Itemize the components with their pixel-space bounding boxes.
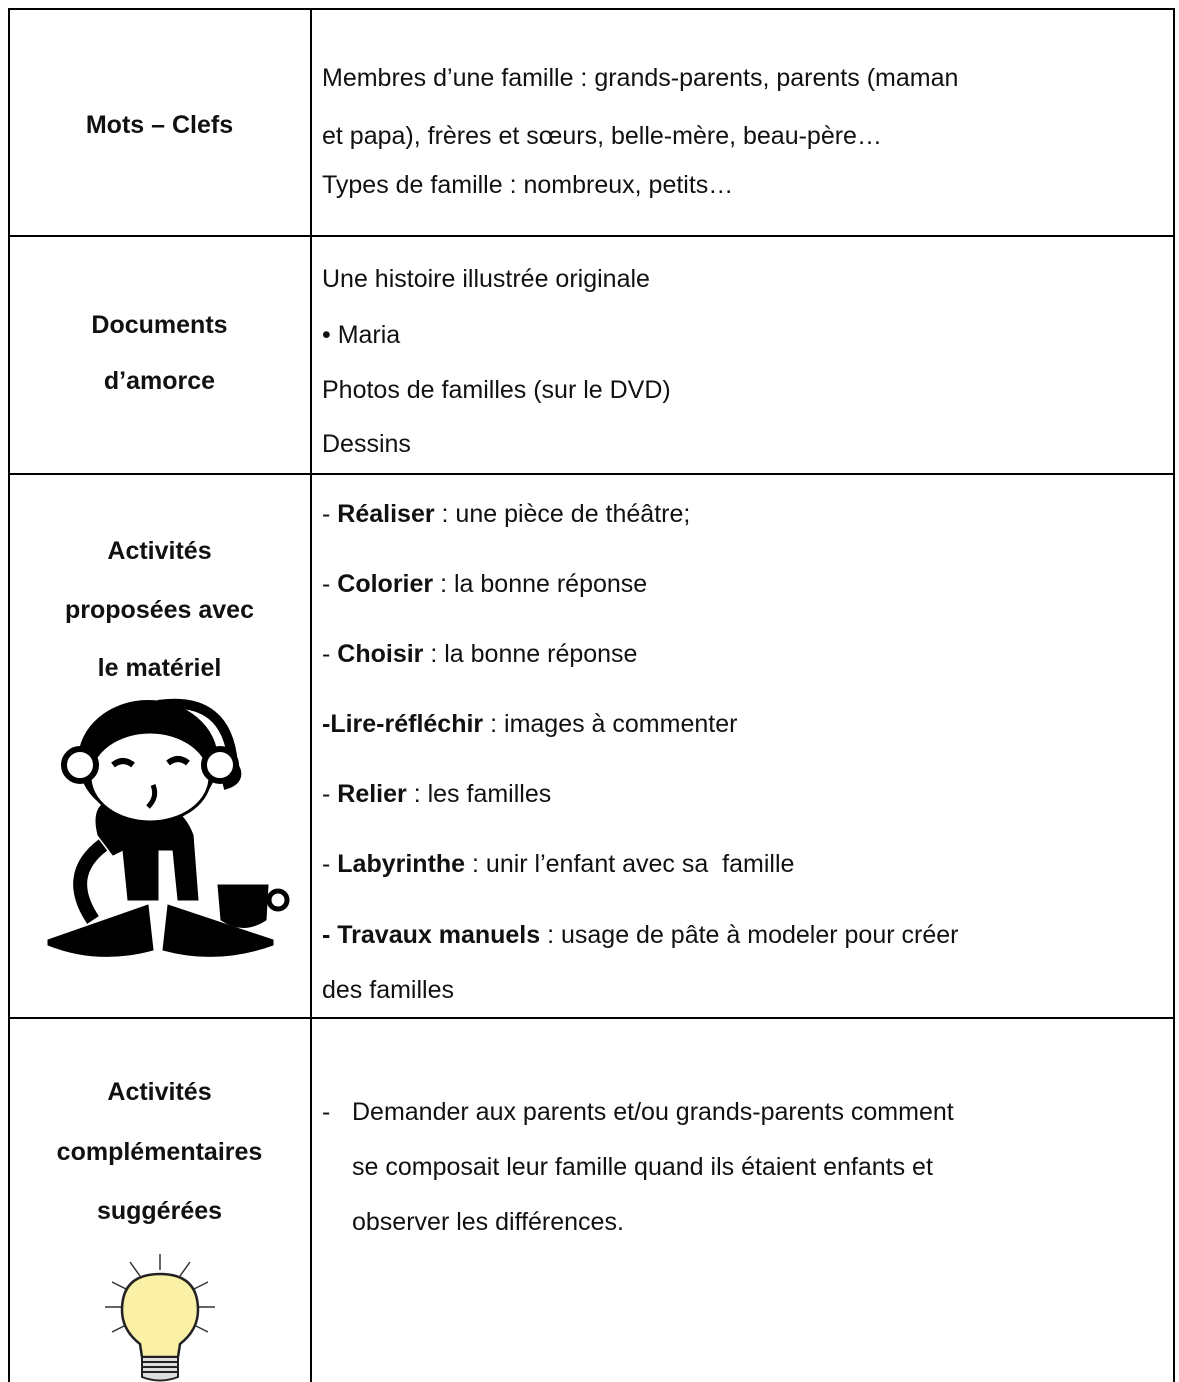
activity-term: Colorier bbox=[337, 570, 434, 598]
row-header: Mots – Clefs bbox=[85, 111, 234, 139]
activity-term: - Travaux manuels bbox=[322, 921, 541, 949]
row-header: Activités bbox=[107, 1078, 212, 1106]
activity-text: : usage de pâte à modeler pour créer bbox=[540, 921, 959, 949]
row-header: le matériel bbox=[97, 654, 222, 682]
cell-text: Photos de familles (sur le DVD) bbox=[322, 376, 671, 404]
activity-text: - bbox=[322, 640, 338, 668]
activity-text: - bbox=[322, 780, 338, 808]
activity-term: Choisir bbox=[337, 640, 424, 668]
row-header: Documents bbox=[91, 311, 228, 339]
activity-text: : images à commenter bbox=[483, 710, 738, 738]
activity-item: - Choisir : la bonne réponse bbox=[322, 638, 637, 670]
activity-term: Labyrinthe bbox=[337, 850, 466, 878]
border-right bbox=[1173, 8, 1175, 1382]
row-header: proposées avec bbox=[65, 596, 254, 624]
row-header: Activités bbox=[107, 537, 212, 565]
activity-item: - Labyrinthe : unir l’enfant avec sa fam… bbox=[322, 848, 794, 880]
cell-text: Demander aux parents et/ou grands-parent… bbox=[352, 1098, 954, 1126]
activity-term: Réaliser bbox=[337, 500, 435, 528]
cell-text: observer les différences. bbox=[352, 1208, 624, 1236]
activity-item: - Colorier : la bonne réponse bbox=[322, 568, 647, 600]
activity-text: : unir l’enfant avec sa famille bbox=[465, 850, 795, 878]
activity-item: des familles bbox=[322, 974, 454, 1006]
activity-text: des familles bbox=[322, 976, 454, 1004]
activity-item: - Travaux manuels : usage de pâte à mode… bbox=[322, 919, 958, 951]
cell-text: et papa), frères et sœurs, belle-mère, b… bbox=[322, 122, 882, 150]
cell-text: se composait leur famille quand ils étai… bbox=[352, 1153, 933, 1181]
activity-text: : une pièce de théâtre; bbox=[434, 500, 691, 528]
row-divider bbox=[8, 1017, 1175, 1019]
activity-text: : la bonne réponse bbox=[423, 640, 638, 668]
row-divider bbox=[8, 473, 1175, 475]
bullet: - bbox=[322, 1098, 331, 1126]
border-top bbox=[8, 8, 1175, 10]
border-left bbox=[8, 8, 10, 1382]
activity-item: - Réaliser : une pièce de théâtre; bbox=[322, 498, 690, 530]
activity-term: -Lire-réfléchir bbox=[322, 710, 484, 738]
activity-text: : la bonne réponse bbox=[433, 570, 648, 598]
activity-item: - Relier : les familles bbox=[322, 778, 551, 810]
row-header: suggérées bbox=[96, 1197, 223, 1225]
activity-term: Relier bbox=[337, 780, 407, 808]
cell-text: Dessins bbox=[322, 430, 411, 458]
cell-text: Une histoire illustrée originale bbox=[322, 265, 650, 293]
activity-text: - bbox=[322, 570, 338, 598]
cell-text: Membres d’une famille : grands-parents, … bbox=[322, 64, 959, 92]
cell-text: Types de famille : nombreux, petits… bbox=[322, 171, 734, 199]
activity-item: -Lire-réfléchir : images à commenter bbox=[322, 708, 737, 740]
row-header: d’amorce bbox=[103, 367, 216, 395]
row-header: complémentaires bbox=[56, 1138, 263, 1166]
row-divider bbox=[8, 235, 1175, 237]
column-divider bbox=[310, 8, 312, 1382]
activity-text: : les familles bbox=[406, 780, 552, 808]
activity-text: - bbox=[322, 850, 338, 878]
lightbulb-illustration bbox=[105, 1254, 215, 1382]
reading-monkey-illustration bbox=[47, 698, 290, 957]
cell-text: • Maria bbox=[322, 321, 401, 349]
activity-text: - bbox=[322, 500, 338, 528]
